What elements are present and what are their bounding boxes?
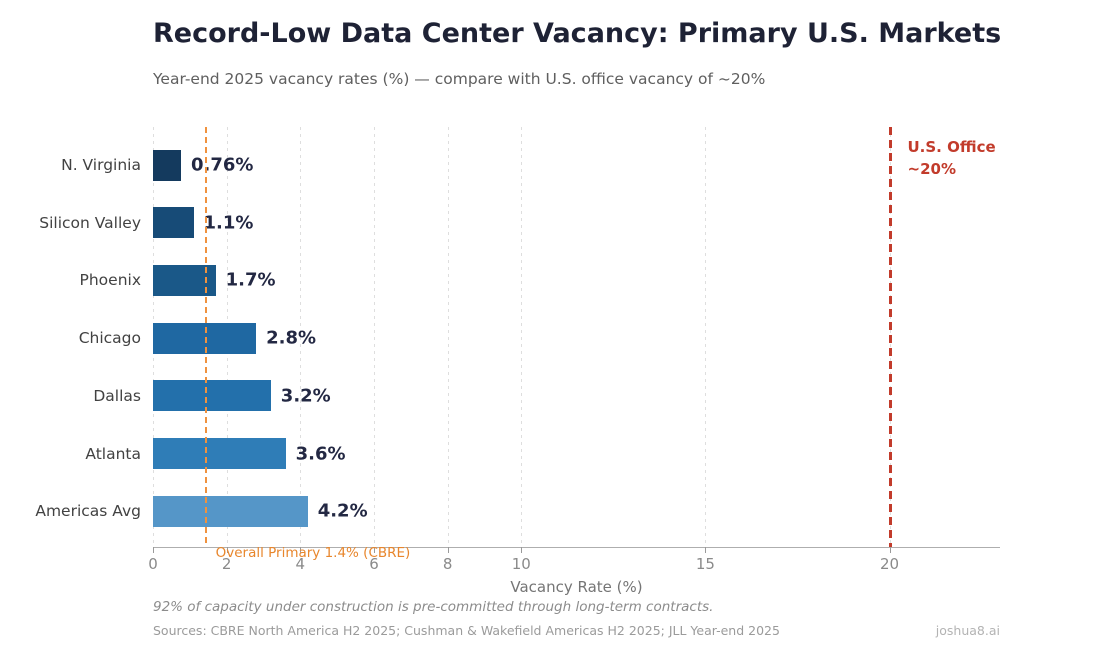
category-label-0: N. Virginia bbox=[61, 156, 141, 174]
bar-chicago bbox=[153, 322, 257, 354]
category-label-6: Americas Avg bbox=[35, 502, 141, 521]
bar-n-virginia bbox=[153, 149, 181, 181]
tick-label-x-15: 15 bbox=[695, 555, 715, 573]
gridline-x-6 bbox=[374, 127, 375, 547]
value-label-3: 2.8% bbox=[266, 327, 317, 349]
category-label-4: Dallas bbox=[93, 386, 141, 405]
gridline-x-10 bbox=[521, 127, 523, 547]
tick-mark-x-4 bbox=[300, 547, 302, 553]
chart-title: Record-Low Data Center Vacancy: Primary … bbox=[153, 18, 1002, 49]
tick-mark-x-20 bbox=[889, 547, 891, 553]
value-label-2: 1.7% bbox=[225, 269, 276, 291]
branding: joshua8.ai bbox=[935, 623, 1000, 638]
tick-mark-x-6 bbox=[374, 547, 375, 553]
category-label-2: Phoenix bbox=[79, 271, 142, 290]
value-label-0: 0.76% bbox=[191, 154, 254, 176]
bar-silicon-valley bbox=[153, 207, 194, 239]
category-label-5: Atlanta bbox=[85, 444, 141, 463]
tick-label-x-4: 4 bbox=[295, 555, 306, 573]
value-label-1: 1.1% bbox=[203, 212, 254, 234]
reference-label-overall-primary: Overall Primary 1.4% (CBRE) bbox=[215, 545, 411, 561]
tick-mark-x-15 bbox=[705, 547, 707, 553]
gridline-x-15 bbox=[705, 127, 707, 547]
gridline-x-8 bbox=[447, 127, 449, 547]
value-label-5: 3.6% bbox=[295, 443, 346, 464]
tick-label-x-10: 10 bbox=[511, 555, 531, 573]
bar-atlanta bbox=[153, 438, 286, 469]
chart-subtitle: Year-end 2025 vacancy rates (%) — compar… bbox=[153, 70, 766, 88]
bar-dallas bbox=[153, 380, 271, 412]
tick-label-x-0: 0 bbox=[148, 555, 158, 573]
reference-line-us-office bbox=[888, 127, 892, 547]
reference-label-us-office: U.S. Office ~20% bbox=[908, 137, 996, 181]
value-label-4: 3.2% bbox=[280, 385, 331, 407]
tick-mark-x-0 bbox=[153, 547, 154, 553]
gridline-x-4 bbox=[300, 127, 302, 547]
plot-area: 0.76% 1.1% 1.7% 2.8% 3.2% 3.6% 4.2% bbox=[153, 127, 1000, 548]
tick-label-x-20: 20 bbox=[879, 555, 900, 573]
sources-line: Sources: CBRE North America H2 2025; Cus… bbox=[153, 623, 780, 638]
tick-label-x-8: 8 bbox=[442, 555, 453, 573]
value-label-6: 4.2% bbox=[317, 500, 368, 522]
category-label-3: Chicago bbox=[78, 329, 141, 348]
category-label-1: Silicon Valley bbox=[39, 213, 141, 232]
us-office-label-line2: ~20% bbox=[907, 159, 956, 178]
reference-line-overall-primary bbox=[204, 127, 207, 547]
tick-mark-x-8 bbox=[447, 547, 449, 553]
tick-mark-x-2 bbox=[226, 547, 228, 553]
tick-label-x-2: 2 bbox=[221, 555, 232, 573]
tick-mark-x-10 bbox=[521, 547, 523, 553]
footnote: 92% of capacity under construction is pr… bbox=[153, 599, 714, 615]
bar-americas-avg bbox=[153, 495, 308, 527]
tick-label-x-6: 6 bbox=[369, 555, 379, 573]
x-axis-label: Vacancy Rate (%) bbox=[510, 578, 643, 596]
us-office-label-line1: U.S. Office bbox=[907, 138, 996, 156]
